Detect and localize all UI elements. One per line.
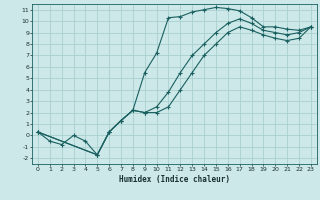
X-axis label: Humidex (Indice chaleur): Humidex (Indice chaleur) [119, 175, 230, 184]
